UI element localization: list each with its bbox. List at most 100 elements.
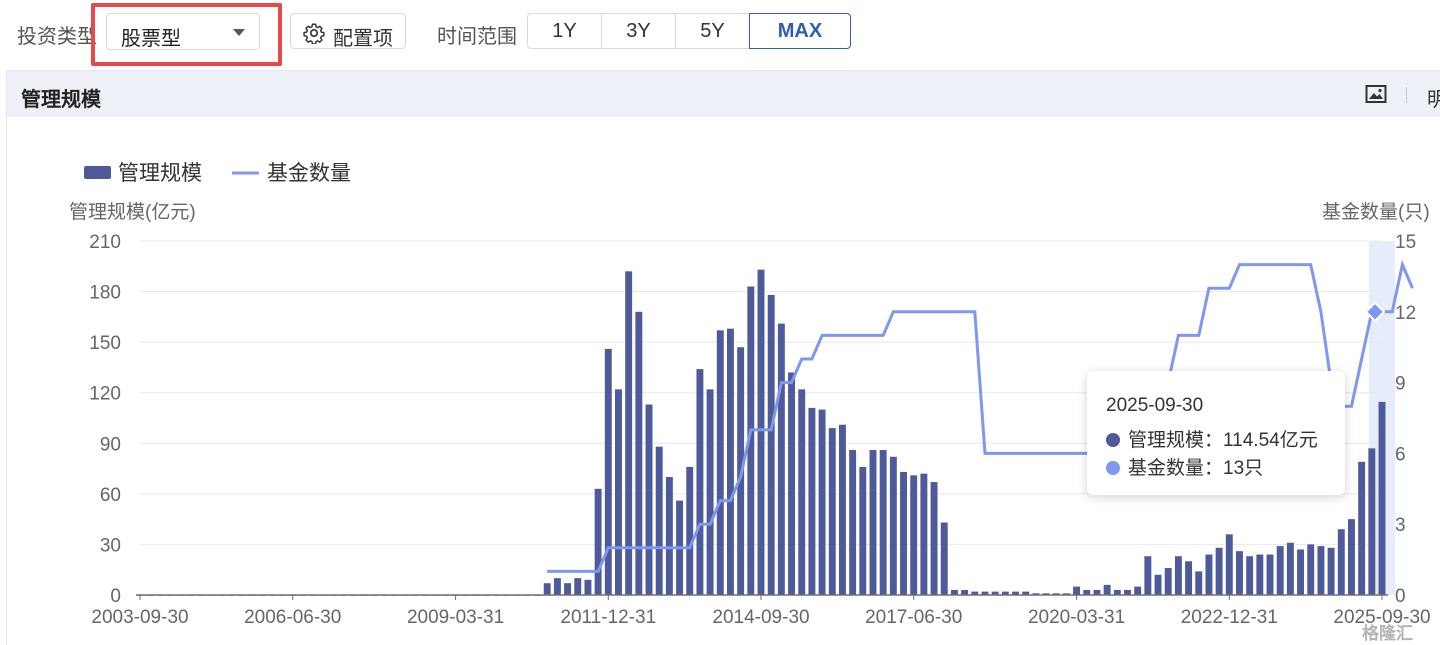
aum-bar xyxy=(1307,544,1315,595)
aum-bar xyxy=(1337,529,1345,595)
image-download-icon[interactable] xyxy=(1365,84,1387,104)
aum-bar xyxy=(1286,542,1294,595)
left-tick-label: 180 xyxy=(89,283,121,304)
aum-bar xyxy=(991,591,999,595)
range-label: 时间范围 xyxy=(437,26,517,48)
aum-bar xyxy=(1012,591,1019,595)
aum-bar xyxy=(1266,554,1274,595)
aum-bar xyxy=(981,591,989,595)
aum-bar xyxy=(1276,546,1284,595)
aum-bar xyxy=(686,466,694,595)
config-button-label: 配置项 xyxy=(333,28,393,50)
aum-bar xyxy=(1134,586,1142,595)
invest-type-select[interactable]: 股票型 xyxy=(106,13,260,50)
right-tick-label: 6 xyxy=(1395,444,1406,465)
aum-bar xyxy=(1195,571,1203,595)
aum-bar xyxy=(696,369,704,595)
aum-bar xyxy=(706,389,714,595)
right-tick-label: 3 xyxy=(1395,515,1406,536)
tooltip-aum-label: 管理规模： xyxy=(1128,430,1224,451)
watermark: 格隆汇 xyxy=(1362,624,1413,643)
aum-bar xyxy=(1001,591,1009,595)
aum-bar xyxy=(808,407,816,595)
aum-bar xyxy=(1103,584,1111,595)
legend-fund-count[interactable]: 基金数量 xyxy=(267,162,351,185)
aum-bar xyxy=(1256,554,1264,595)
caret-down-icon xyxy=(233,29,245,36)
aum-bar xyxy=(1032,593,1040,595)
aum-bars xyxy=(136,269,1386,596)
left-tick-label: 210 xyxy=(89,232,121,253)
right-tick-label: 0 xyxy=(1395,586,1406,607)
range-3y-button[interactable]: 3Y xyxy=(601,13,676,49)
config-button[interactable]: 配置项 xyxy=(290,13,406,50)
legend-aum[interactable]: 管理规模 xyxy=(118,162,202,185)
aum-bar xyxy=(828,428,836,595)
aum-bar xyxy=(971,591,979,595)
aum-bar xyxy=(788,372,796,595)
aum-bar xyxy=(1062,593,1070,595)
tooltip-aum-row: 管理规模：114.54亿元 xyxy=(1106,425,1318,452)
x-tick-label: 2006-06-30 xyxy=(244,607,341,628)
tooltip-aum-dot xyxy=(1106,433,1120,447)
aum-bar xyxy=(1236,551,1243,595)
aum-bar xyxy=(767,294,775,595)
left-tick-label: 30 xyxy=(100,535,121,556)
aum-bar xyxy=(950,589,958,595)
aum-bar xyxy=(1297,549,1305,595)
range-max-button[interactable]: MAX xyxy=(749,13,851,49)
aum-bar xyxy=(859,466,867,595)
aum-bar xyxy=(757,269,765,595)
x-tick-label: 2003-09-30 xyxy=(91,607,188,628)
aum-bar xyxy=(655,446,663,595)
aum-bar xyxy=(1317,546,1325,595)
left-tick-label: 90 xyxy=(100,434,121,455)
aum-bar xyxy=(1358,461,1366,595)
aum-bar xyxy=(777,323,785,595)
aum-bar xyxy=(879,450,887,595)
right-tick-label: 9 xyxy=(1395,374,1406,395)
invest-type-value: 股票型 xyxy=(121,28,181,50)
aum-bar xyxy=(625,271,633,595)
right-axis-title: 基金数量(只) xyxy=(1322,201,1430,223)
aum-bar xyxy=(1022,591,1030,595)
tooltip-count-label: 基金数量： xyxy=(1128,458,1224,479)
aum-bar xyxy=(1073,586,1081,595)
gear-icon xyxy=(303,23,325,44)
fund-count-line xyxy=(547,259,1414,573)
right-tick-label: 12 xyxy=(1395,303,1416,324)
aum-bar xyxy=(564,583,572,595)
x-tick-label: 2025-09-30 xyxy=(1333,607,1430,628)
tooltip-count-dot xyxy=(1106,461,1120,475)
aum-bar xyxy=(615,389,622,595)
aum-bar xyxy=(889,456,897,595)
aum-bar xyxy=(818,409,826,595)
range-5y-button[interactable]: 5Y xyxy=(675,13,750,49)
aum-bar xyxy=(838,424,846,595)
detail-tab[interactable]: 明 xyxy=(1427,89,1440,111)
x-tick-label: 2017-06-30 xyxy=(865,607,962,628)
aum-bar xyxy=(665,477,673,595)
aum-bar xyxy=(1225,534,1233,595)
aum-bar xyxy=(798,389,806,595)
aum-bar xyxy=(1144,556,1152,595)
x-tick-label: 2014-09-30 xyxy=(712,607,809,628)
aum-bar xyxy=(1124,589,1131,595)
aum-bar xyxy=(1174,556,1182,595)
x-tick-label: 2020-03-31 xyxy=(1028,607,1125,628)
range-selector: 1Y 3Y 5Y MAX xyxy=(527,13,851,49)
left-tick-label: 0 xyxy=(110,586,121,607)
aum-bar xyxy=(1154,574,1162,595)
aum-bar xyxy=(1083,589,1091,595)
left-tick-label: 150 xyxy=(89,333,121,354)
hover-marker xyxy=(1364,301,1386,323)
aum-bar xyxy=(1378,401,1386,595)
panel-title: 管理规模 xyxy=(21,89,101,111)
aum-bar xyxy=(726,328,734,595)
x-axis-ticks: 2003-09-30 2006-06-30 2009-03-31 2011-12-31… xyxy=(91,595,1431,628)
aum-bar xyxy=(574,578,582,595)
tooltip-count-value: 13只 xyxy=(1223,458,1264,479)
aum-bar xyxy=(1113,589,1121,595)
range-1y-button[interactable]: 1Y xyxy=(527,13,602,49)
